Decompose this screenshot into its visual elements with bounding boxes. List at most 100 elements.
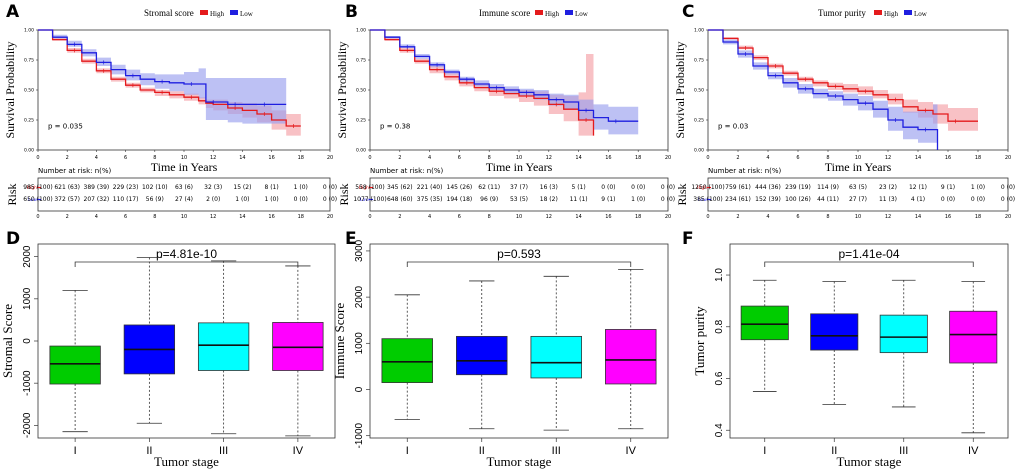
risk-group-label-low: Low: [698, 197, 707, 203]
x-tick-label: 10: [181, 155, 187, 161]
risk-x-tick-label: 0: [368, 214, 371, 220]
x-tick-label: 12: [546, 155, 552, 161]
risk-x-tick-label: 4: [95, 214, 98, 220]
risk-cell: 18 (2): [540, 196, 558, 203]
km-panel-B: B Immune score High Low 0.00 0.25 0.50 0.75 1.00…: [335, 2, 675, 220]
risk-cell: 9 (1): [601, 196, 615, 203]
plot-frame: [369, 243, 669, 439]
p-value-text: p = 0.38: [380, 122, 410, 130]
x-tick-label: 18: [635, 155, 641, 161]
box-II: [456, 335, 508, 376]
y-tick-label: 1000: [354, 332, 365, 355]
legend-label-high: High: [884, 10, 899, 18]
risk-table-title: Number at risk: n(%): [708, 167, 782, 175]
x-tick-label: 12: [210, 155, 216, 161]
x-tick-label: 2: [398, 155, 401, 161]
chart-title: Stromal score: [144, 8, 194, 18]
x-tick-label: 4: [95, 155, 98, 161]
risk-cell: 1250 (100): [691, 184, 724, 191]
risk-x-tick-label: 6: [124, 214, 127, 220]
risk-cell: 2 (0): [206, 196, 220, 203]
risk-cell: 27 (4): [175, 196, 193, 203]
risk-cell: 650 (100): [23, 196, 53, 203]
x-tick-label: II: [146, 445, 152, 457]
risk-cell: 0 (0): [661, 184, 675, 191]
x-tick-label: I: [763, 445, 766, 457]
x-axis-title: Tumor stage: [154, 454, 219, 469]
risk-cell: 375 (35): [417, 196, 443, 203]
y-tick-label: 2000: [354, 286, 365, 309]
risk-cell: 0 (0): [661, 196, 675, 203]
risk-x-tick-label: 10: [516, 214, 522, 220]
risk-cell: 44 (11): [817, 196, 839, 203]
y-tick-label: -1000: [354, 422, 365, 448]
risk-cell: 0 (0): [1001, 196, 1015, 203]
risk-cell: 1 (0): [235, 196, 249, 203]
box-IV: [272, 322, 324, 371]
p-value-text: p=0.593: [497, 247, 541, 261]
risk-x-tick-label: 8: [153, 214, 156, 220]
legend-swatch-low: [230, 10, 238, 15]
y-tick-label: 0.75: [694, 58, 704, 64]
risk-cell: 11 (3): [879, 196, 897, 203]
risk-cell: 558 (100): [355, 184, 385, 191]
risk-label: Risk: [5, 183, 19, 205]
box-III: [197, 322, 250, 371]
panel-letter: F: [682, 229, 694, 249]
y-tick-label: 0.25: [356, 118, 366, 124]
risk-group-label-low: Low: [28, 197, 37, 203]
x-tick-label: 20: [665, 155, 671, 161]
p-value-text: p = 0.035: [48, 122, 83, 130]
risk-label: Risk: [337, 183, 351, 205]
x-tick-label: IV: [626, 445, 637, 457]
risk-cell: 1 (0): [264, 196, 278, 203]
y-tick-label: 0.6: [714, 371, 725, 385]
risk-x-tick-label: 0: [36, 214, 39, 220]
risk-cell: 648 (60): [387, 196, 413, 203]
risk-cell: 207 (32): [84, 196, 110, 203]
y-tick-label: 0: [354, 386, 365, 392]
km-panel-C: C Tumor purity High Low 0.00 0.25 0.50 0.75 1.00…: [673, 2, 1015, 220]
x-tick-label: 18: [975, 155, 981, 161]
ci-band-low: [370, 30, 639, 135]
risk-cell: 1 (0): [971, 184, 985, 191]
x-axis-title: Tumor stage: [837, 454, 902, 469]
risk-x-tick-label: 4: [428, 214, 431, 220]
x-tick-label: III: [219, 445, 228, 457]
risk-cell: 16 (3): [540, 184, 558, 191]
risk-cell: 4 (1): [911, 196, 925, 203]
risk-x-tick-label: 20: [1005, 214, 1011, 220]
box-I: [49, 345, 101, 385]
risk-x-tick-label: 14: [239, 214, 245, 220]
legend-label-low: Low: [240, 10, 254, 18]
risk-cell: 12 (1): [909, 184, 927, 191]
risk-table-frame: [37, 177, 331, 212]
risk-cell: 27 (7): [849, 196, 867, 203]
risk-x-tick-label: 14: [915, 214, 921, 220]
risk-cell: 0 (0): [971, 196, 985, 203]
x-axis-title: Time in Years: [151, 160, 218, 174]
risk-cell: 5 (1): [571, 184, 585, 191]
survival-line-low: [370, 29, 639, 122]
risk-cell: 114 (9): [817, 184, 839, 191]
chart-title: Immune score: [479, 8, 530, 18]
y-tick-label: 1.00: [356, 28, 366, 34]
x-tick-label: 0: [706, 155, 709, 161]
x-tick-label: 10: [855, 155, 861, 161]
chart-title: Tumor purity: [818, 8, 866, 18]
y-axis-title: Stromal Score: [0, 304, 15, 378]
risk-cell: 621 (63): [54, 184, 80, 191]
y-axis-title: Survival Probability: [3, 42, 17, 139]
box-panel-D: D -2000 -1000 0 1000 2000 Stromal Score p=4.81e…: [0, 229, 336, 469]
x-tick-label: 16: [605, 155, 611, 161]
risk-cell: 96 (9): [480, 196, 498, 203]
x-tick-label: 16: [268, 155, 274, 161]
risk-cell: 194 (18): [447, 196, 473, 203]
risk-cell: 0 (0): [941, 196, 955, 203]
risk-x-tick-label: 12: [546, 214, 552, 220]
risk-cell: 9 (1): [941, 184, 955, 191]
risk-cell: 444 (36): [755, 184, 781, 191]
risk-x-tick-label: 20: [665, 214, 671, 220]
survival-line-high: [38, 29, 301, 127]
x-tick-label: 2: [66, 155, 69, 161]
